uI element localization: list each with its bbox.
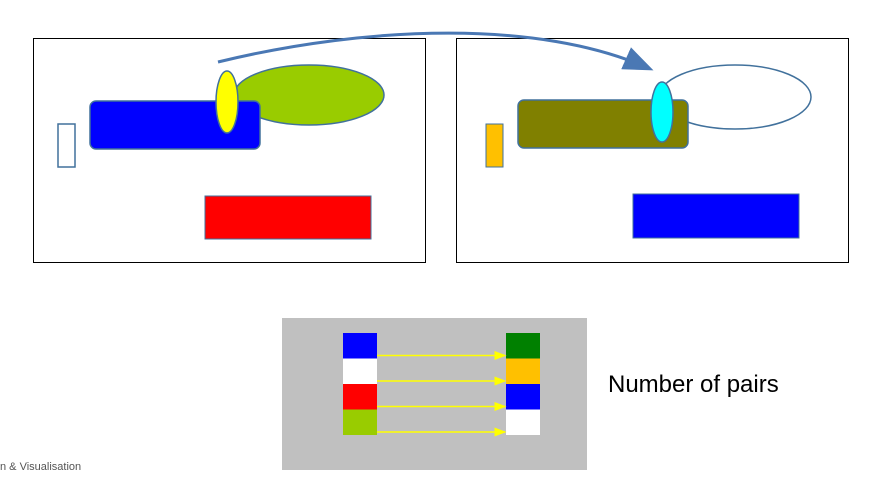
left-yellow-ellipse — [215, 70, 239, 134]
left-small-outline-rectangle — [57, 123, 76, 168]
right-olive-rectangle — [517, 99, 689, 149]
left-red-rectangle — [204, 195, 372, 240]
right-blue-rectangle — [632, 193, 800, 239]
left-swatch — [343, 409, 377, 435]
right-swatch — [506, 384, 540, 410]
right-amber-rectangle — [485, 123, 504, 168]
footer-text: n & Visualisation — [0, 461, 82, 473]
left-swatch — [343, 333, 377, 359]
left-swatch — [343, 384, 377, 410]
right-cyan-ellipse — [650, 81, 674, 143]
pairs-panel — [282, 318, 587, 470]
pair-rows — [343, 333, 540, 437]
correspondence-arrow — [217, 31, 654, 71]
right-swatch — [506, 358, 540, 384]
right-swatch — [506, 409, 540, 435]
left-swatch — [343, 358, 377, 384]
right-swatch — [506, 333, 540, 359]
pairs-label: Number of pairs — [608, 371, 779, 398]
